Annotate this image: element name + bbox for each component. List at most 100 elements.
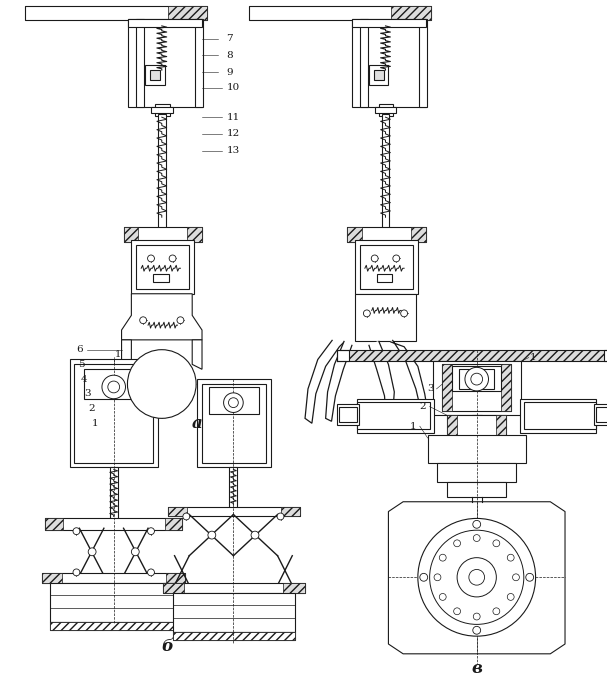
Circle shape — [148, 527, 154, 535]
Bar — [281, 506, 300, 517]
Bar — [124, 227, 139, 242]
Text: a: a — [192, 415, 202, 432]
Bar — [173, 632, 295, 640]
Bar — [596, 407, 613, 422]
Bar — [165, 519, 183, 530]
Circle shape — [364, 310, 370, 317]
Text: 12: 12 — [227, 129, 240, 138]
Circle shape — [183, 513, 190, 520]
Bar — [463, 563, 490, 591]
Polygon shape — [326, 341, 352, 421]
Circle shape — [73, 569, 80, 576]
Bar — [524, 401, 596, 429]
Text: б: б — [162, 639, 173, 656]
Bar — [447, 416, 457, 437]
Circle shape — [508, 554, 514, 561]
Bar — [352, 19, 425, 107]
Circle shape — [454, 540, 460, 546]
Text: 9: 9 — [226, 68, 233, 77]
Polygon shape — [390, 340, 430, 423]
Circle shape — [88, 548, 96, 556]
Text: 6: 6 — [76, 345, 83, 354]
Bar — [136, 245, 189, 289]
Bar — [173, 632, 295, 640]
Bar — [452, 366, 501, 391]
Text: 3: 3 — [427, 384, 434, 393]
Bar — [136, 19, 144, 107]
Bar — [374, 70, 384, 80]
Bar — [349, 350, 604, 361]
Circle shape — [434, 574, 441, 581]
Bar — [595, 403, 613, 425]
Bar — [391, 6, 430, 20]
Bar — [42, 574, 185, 583]
Bar — [124, 227, 202, 242]
Bar — [195, 19, 203, 107]
Polygon shape — [121, 340, 131, 370]
Bar — [433, 361, 521, 416]
Bar — [209, 387, 259, 414]
Circle shape — [473, 521, 481, 528]
Text: 1: 1 — [115, 350, 121, 359]
Bar — [379, 104, 394, 116]
Bar — [150, 70, 160, 80]
Text: 8: 8 — [226, 51, 233, 60]
Bar — [428, 435, 526, 462]
Bar — [438, 462, 516, 482]
Circle shape — [251, 531, 259, 539]
Bar — [197, 379, 271, 467]
Bar — [357, 401, 430, 429]
Bar — [447, 482, 506, 497]
Circle shape — [469, 570, 484, 585]
Circle shape — [177, 317, 184, 323]
Bar — [110, 467, 118, 521]
Text: 4: 4 — [81, 375, 88, 384]
Circle shape — [512, 574, 519, 581]
Circle shape — [277, 513, 284, 520]
Circle shape — [148, 255, 154, 262]
Bar — [357, 399, 433, 433]
Text: 10: 10 — [227, 83, 240, 92]
Circle shape — [430, 530, 524, 624]
Circle shape — [420, 574, 428, 581]
Circle shape — [108, 381, 120, 393]
Circle shape — [473, 626, 481, 634]
Bar — [84, 370, 143, 399]
Circle shape — [393, 255, 400, 262]
Circle shape — [229, 398, 238, 407]
Bar — [375, 107, 396, 113]
Circle shape — [148, 569, 154, 576]
Circle shape — [169, 255, 176, 262]
Text: 11: 11 — [227, 113, 240, 121]
Bar — [604, 350, 613, 361]
Circle shape — [73, 527, 80, 535]
Text: 13: 13 — [227, 146, 240, 155]
Bar — [69, 359, 158, 467]
Bar — [347, 227, 362, 242]
Text: 1: 1 — [409, 422, 416, 431]
Bar — [501, 364, 511, 412]
Bar — [337, 403, 359, 425]
Bar — [168, 506, 300, 517]
Bar — [369, 65, 389, 85]
Circle shape — [208, 531, 216, 539]
Bar — [411, 227, 425, 242]
Bar — [443, 364, 452, 412]
Circle shape — [401, 310, 408, 317]
Circle shape — [140, 317, 147, 323]
Bar — [50, 583, 178, 622]
Circle shape — [440, 554, 446, 561]
Circle shape — [128, 350, 196, 418]
Text: 7: 7 — [226, 34, 233, 43]
Bar — [360, 245, 413, 289]
Text: в: в — [471, 660, 482, 677]
Bar — [443, 364, 511, 412]
Bar — [283, 583, 305, 593]
Circle shape — [102, 375, 126, 399]
Circle shape — [473, 535, 480, 542]
Text: 1: 1 — [530, 353, 536, 362]
Circle shape — [131, 548, 139, 556]
Text: 2: 2 — [419, 402, 426, 411]
Bar — [129, 19, 202, 27]
Circle shape — [418, 519, 536, 636]
